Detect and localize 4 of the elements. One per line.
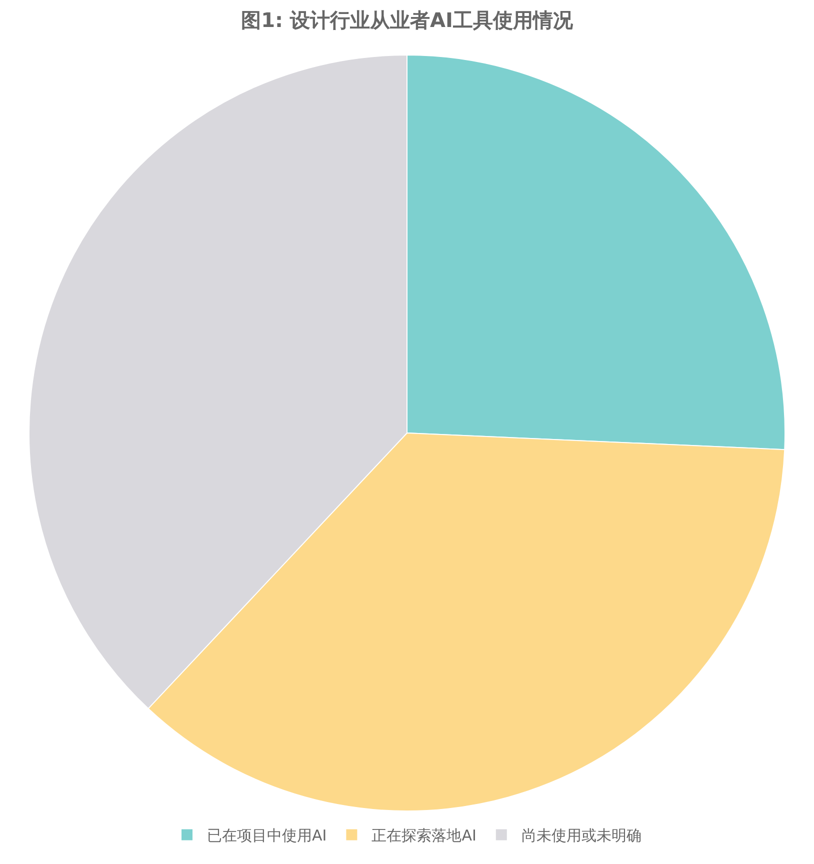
legend-label: 已在项目中使用AI [207,826,327,845]
chart-title: 图1: 设计行业从业者AI工具使用情况 [241,8,574,32]
legend-label: 正在探索落地AI [372,826,476,845]
legend-label: 尚未使用或未明确 [521,826,642,845]
